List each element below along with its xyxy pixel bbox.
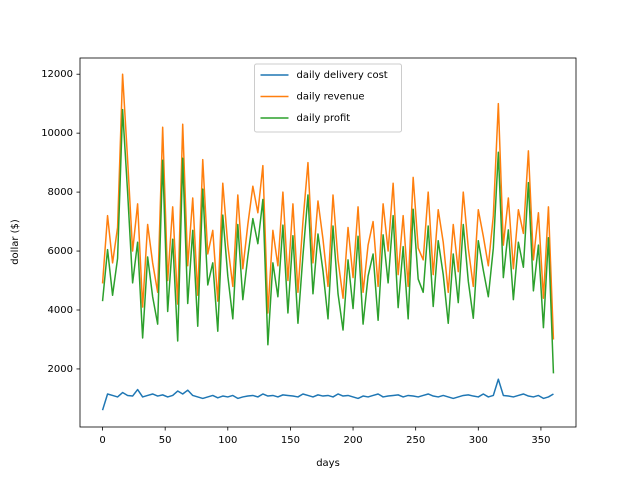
x-tick-label: 150 (281, 435, 300, 446)
y-tick-label: 2000 (48, 364, 73, 375)
y-axis-label: dollar ($) (10, 219, 21, 265)
data-line (101, 378, 554, 411)
data-line (101, 73, 555, 340)
x-tick-label: 200 (344, 435, 363, 446)
y-tick-label: 10000 (41, 128, 73, 139)
x-tick-label: 250 (406, 435, 425, 446)
y-tick-label: 6000 (48, 246, 73, 257)
y-tick-label: 8000 (48, 187, 73, 198)
x-tick-label: 100 (218, 435, 237, 446)
legend-label: daily profit (297, 113, 351, 124)
x-tick-label: 300 (469, 435, 488, 446)
axes-frame (79, 57, 577, 428)
data-line (101, 108, 555, 374)
y-tick-label: 12000 (41, 69, 73, 80)
x-tick-label: 50 (159, 435, 172, 446)
x-tick-label: 0 (99, 435, 105, 446)
legend-box (254, 63, 402, 133)
legend-label: daily revenue (297, 92, 365, 103)
plot-area (101, 73, 555, 411)
legend-label: daily delivery cost (297, 70, 388, 81)
y-tick-label: 4000 (48, 305, 73, 316)
x-axis-label: days (316, 458, 340, 469)
x-tick-label: 350 (531, 435, 550, 446)
